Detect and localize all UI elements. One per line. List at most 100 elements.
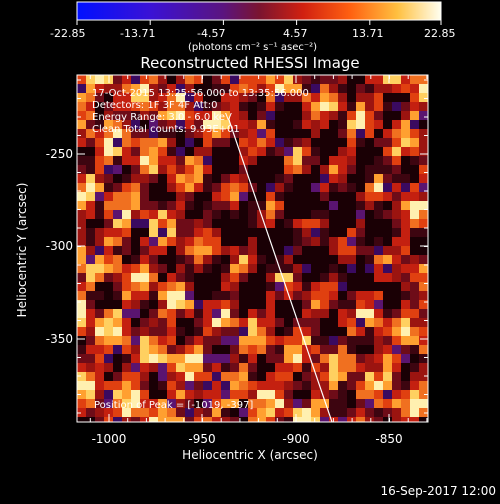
image-pixel — [320, 264, 329, 273]
image-pixel — [230, 120, 239, 129]
image-pixel — [221, 201, 230, 210]
image-pixel — [212, 201, 221, 210]
image-pixel — [347, 282, 356, 291]
image-pixel — [329, 210, 338, 219]
image-pixel — [302, 264, 311, 273]
image-pixel — [410, 201, 419, 210]
image-pixel — [383, 345, 392, 354]
image-pixel — [329, 183, 338, 192]
image-pixel — [329, 408, 338, 417]
image-pixel — [203, 228, 212, 237]
image-pixel — [122, 381, 131, 390]
image-pixel — [212, 309, 221, 318]
image-pixel — [338, 309, 347, 318]
image-pixel — [266, 246, 275, 255]
image-pixel — [401, 201, 410, 210]
image-pixel — [95, 246, 104, 255]
image-pixel — [239, 255, 248, 264]
image-pixel — [302, 318, 311, 327]
image-pixel — [383, 354, 392, 363]
solar-image — [77, 75, 428, 422]
image-pixel — [167, 183, 176, 192]
image-pixel — [113, 246, 122, 255]
image-pixel — [221, 93, 230, 102]
image-pixel — [140, 300, 149, 309]
image-pixel — [392, 174, 401, 183]
image-pixel — [410, 102, 419, 111]
image-pixel — [266, 372, 275, 381]
image-pixel — [203, 138, 212, 147]
image-pixel — [320, 219, 329, 228]
image-pixel — [347, 417, 356, 422]
image-pixel — [410, 264, 419, 273]
image-pixel — [311, 219, 320, 228]
image-pixel — [392, 201, 401, 210]
image-pixel — [392, 282, 401, 291]
image-pixel — [302, 390, 311, 399]
image-pixel — [212, 165, 221, 174]
image-pixel — [95, 147, 104, 156]
image-pixel — [419, 390, 428, 399]
image-pixel — [356, 318, 365, 327]
image-pixel — [203, 390, 212, 399]
image-pixel — [95, 237, 104, 246]
image-pixel — [212, 336, 221, 345]
image-pixel — [122, 291, 131, 300]
image-pixel — [239, 93, 248, 102]
image-pixel — [158, 372, 167, 381]
image-pixel — [185, 111, 194, 120]
image-pixel — [284, 300, 293, 309]
image-pixel — [131, 93, 140, 102]
image-pixel — [149, 390, 158, 399]
image-pixel — [347, 327, 356, 336]
image-pixel — [221, 372, 230, 381]
image-pixel — [347, 300, 356, 309]
image-pixel — [212, 120, 221, 129]
image-pixel — [302, 129, 311, 138]
colorbar-tick-label: 4.57 — [283, 27, 308, 40]
image-pixel — [329, 282, 338, 291]
image-pixel — [176, 390, 185, 399]
image-pixel — [320, 111, 329, 120]
image-pixel — [347, 345, 356, 354]
image-pixel — [275, 390, 284, 399]
image-pixel — [149, 192, 158, 201]
image-pixel — [158, 165, 167, 174]
image-pixel — [410, 93, 419, 102]
image-pixel — [248, 408, 257, 417]
image-pixel — [167, 354, 176, 363]
image-pixel — [185, 120, 194, 129]
image-pixel — [194, 273, 203, 282]
image-pixel — [86, 84, 95, 93]
image-pixel — [176, 255, 185, 264]
image-pixel — [221, 273, 230, 282]
image-pixel — [266, 399, 275, 408]
image-pixel — [320, 273, 329, 282]
image-pixel — [356, 93, 365, 102]
image-pixel — [392, 75, 401, 84]
image-pixel — [374, 120, 383, 129]
image-pixel — [167, 93, 176, 102]
image-pixel — [158, 408, 167, 417]
image-pixel — [284, 237, 293, 246]
image-pixel — [185, 228, 194, 237]
image-pixel — [365, 192, 374, 201]
image-pixel — [392, 255, 401, 264]
x-tick-label: -900 — [282, 432, 309, 446]
image-pixel — [293, 237, 302, 246]
image-pixel — [248, 273, 257, 282]
image-pixel — [392, 336, 401, 345]
image-pixel — [194, 174, 203, 183]
image-pixel — [257, 138, 266, 147]
image-pixel — [230, 255, 239, 264]
image-pixel — [221, 75, 230, 84]
image-pixel — [338, 255, 347, 264]
image-pixel — [158, 138, 167, 147]
image-pixel — [347, 102, 356, 111]
image-pixel — [266, 363, 275, 372]
image-pixel — [347, 255, 356, 264]
image-pixel — [266, 156, 275, 165]
image-pixel — [185, 237, 194, 246]
image-pixel — [194, 93, 203, 102]
image-pixel — [320, 336, 329, 345]
